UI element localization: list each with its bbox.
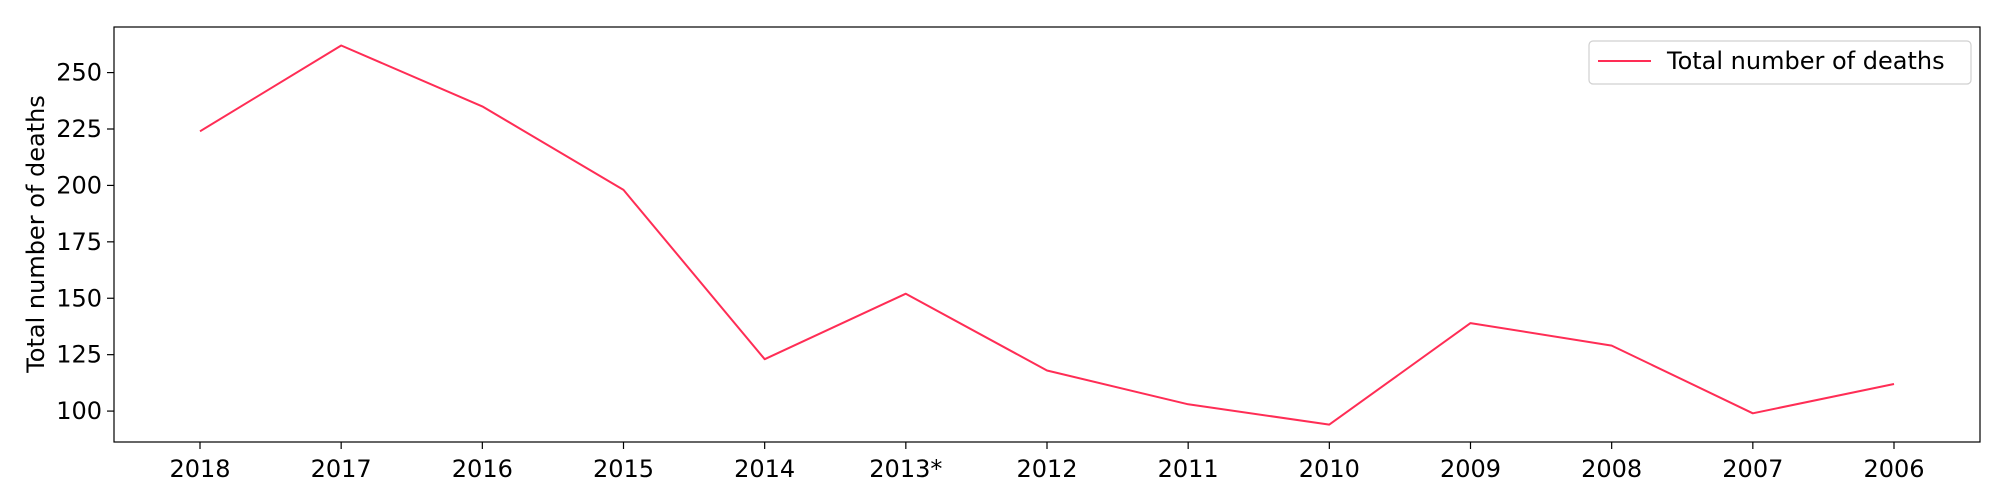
x-tick-label: 2012 [1016,455,1077,483]
x-tick-label: 2007 [1722,455,1783,483]
y-tick-label: 150 [56,284,102,312]
legend-label: Total number of deaths [1666,47,1945,75]
x-tick-label: 2006 [1863,455,1924,483]
y-axis-label: Total number of deaths [22,95,50,374]
x-tick-label: 2008 [1581,455,1642,483]
y-tick-label: 100 [56,397,102,425]
x-tick-label: 2015 [593,455,654,483]
x-tick-label: 2017 [311,455,372,483]
x-tick-label: 2016 [452,455,513,483]
y-tick-label: 250 [56,59,102,87]
y-tick-label: 200 [56,171,102,199]
x-tick-label: 2018 [169,455,230,483]
y-tick-label: 125 [56,341,102,369]
x-tick-label: 2011 [1158,455,1219,483]
y-tick-label: 175 [56,228,102,256]
x-tick-label: 2009 [1440,455,1501,483]
x-tick-label: 2010 [1299,455,1360,483]
x-tick-label: 2013* [869,455,942,483]
x-tick-label: 2014 [734,455,795,483]
legend: Total number of deaths [1589,41,1971,84]
y-tick-label: 225 [56,115,102,143]
